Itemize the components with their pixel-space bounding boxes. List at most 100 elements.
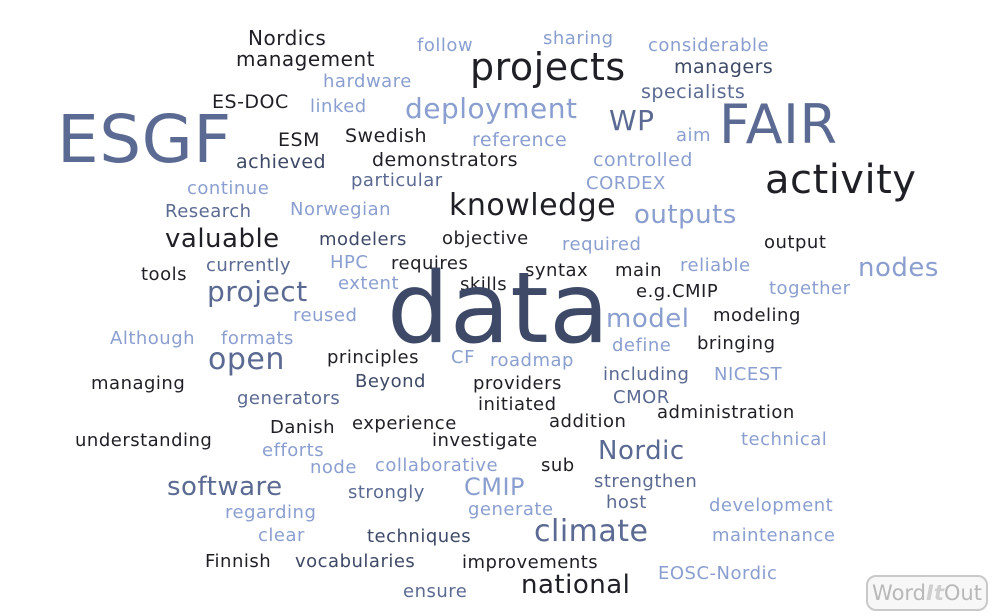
cloud-word: ESM xyxy=(278,129,320,151)
cloud-word: main xyxy=(615,260,662,281)
cloud-word: requires xyxy=(391,253,469,274)
cloud-word: technical xyxy=(741,429,828,450)
cloud-word: modeling xyxy=(713,305,801,326)
cloud-word: NICEST xyxy=(714,364,783,385)
cloud-word: reliable xyxy=(680,255,751,276)
cloud-word: considerable xyxy=(648,35,770,56)
cloud-word: CMOR xyxy=(613,387,670,408)
cloud-word: vocabularies xyxy=(295,551,416,572)
cloud-word: CMIP xyxy=(464,473,526,501)
cloud-word: management xyxy=(236,47,375,71)
cloud-word: collaborative xyxy=(375,455,499,476)
cloud-word: activity xyxy=(765,157,917,203)
cloud-word: demonstrators xyxy=(372,149,519,171)
cloud-word: syntax xyxy=(525,260,589,281)
cloud-word: strengthen xyxy=(594,471,698,492)
cloud-word: tools xyxy=(141,264,187,285)
cloud-word: required xyxy=(562,234,642,255)
cloud-word: Nordic xyxy=(598,436,685,466)
cloud-word: Danish xyxy=(270,417,336,438)
cloud-word: managers xyxy=(674,56,774,78)
logo-out: Out xyxy=(943,581,982,605)
logo-word: Word xyxy=(872,581,927,605)
cloud-word: Finnish xyxy=(205,551,272,572)
cloud-word: including xyxy=(603,364,690,385)
cloud-word: EOSC-Nordic xyxy=(658,563,778,584)
cloud-word: CORDEX xyxy=(586,173,666,194)
cloud-word: experience xyxy=(352,413,457,434)
cloud-word: continue xyxy=(187,178,270,199)
cloud-word: sharing xyxy=(543,28,614,49)
cloud-word: Swedish xyxy=(345,125,428,147)
cloud-word: together xyxy=(769,278,851,299)
cloud-word: knowledge xyxy=(449,188,617,223)
cloud-word: Norwegian xyxy=(290,199,392,220)
cloud-word: ESGF xyxy=(57,101,232,178)
cloud-word: bringing xyxy=(697,333,776,354)
cloud-word: Research xyxy=(165,201,252,222)
cloud-word: understanding xyxy=(75,430,213,451)
cloud-word: deployment xyxy=(405,92,578,125)
cloud-word: outputs xyxy=(634,200,737,230)
cloud-word: e.g.CMIP xyxy=(636,281,719,302)
cloud-word: sub xyxy=(541,455,575,476)
cloud-word: model xyxy=(606,304,690,334)
cloud-word: reference xyxy=(472,129,568,151)
cloud-word: objective xyxy=(442,228,529,249)
cloud-word: addition xyxy=(549,411,627,432)
cloud-word: ensure xyxy=(403,581,468,602)
cloud-word: reused xyxy=(293,305,358,326)
cloud-word: generate xyxy=(468,499,554,520)
cloud-word: managing xyxy=(91,373,186,394)
cloud-word: controlled xyxy=(593,149,693,171)
cloud-word: nodes xyxy=(858,253,939,283)
cloud-word: extent xyxy=(338,273,400,294)
cloud-word: data xyxy=(387,252,610,366)
cloud-word: maintenance xyxy=(712,525,836,546)
cloud-word: modelers xyxy=(319,229,407,250)
cloud-word: aim xyxy=(676,125,712,146)
cloud-word: define xyxy=(612,335,672,356)
cloud-word: node xyxy=(310,457,357,478)
cloud-word: national xyxy=(521,570,631,600)
cloud-word: open xyxy=(208,342,285,377)
cloud-word: valuable xyxy=(165,224,280,254)
cloud-word: host xyxy=(606,492,647,513)
cloud-word: ES-DOC xyxy=(212,91,289,113)
cloud-word: administration xyxy=(657,402,795,423)
cloud-word: follow xyxy=(417,35,474,56)
cloud-word: FAIR xyxy=(719,93,838,156)
cloud-word: hardware xyxy=(323,71,412,92)
cloud-word: specialists xyxy=(641,81,746,103)
cloud-word: development xyxy=(709,495,834,516)
cloud-word: principles xyxy=(327,347,420,368)
cloud-word: particular xyxy=(351,170,443,191)
cloud-word: Beyond xyxy=(355,371,426,392)
wordit-out-logo[interactable]: Word It Out xyxy=(866,575,988,611)
cloud-word: techniques xyxy=(367,526,472,547)
cloud-word: Nordics xyxy=(248,26,327,50)
cloud-word: CF xyxy=(451,347,475,368)
cloud-word: regarding xyxy=(225,502,317,523)
cloud-word: skills xyxy=(460,274,508,295)
cloud-word: Although xyxy=(110,328,196,349)
cloud-word: efforts xyxy=(262,440,325,461)
cloud-word: linked xyxy=(310,96,367,117)
cloud-word: investigate xyxy=(432,430,538,451)
cloud-word: climate xyxy=(534,514,649,549)
cloud-word: improvements xyxy=(462,552,599,573)
cloud-word: achieved xyxy=(236,151,327,173)
cloud-word: WP xyxy=(609,104,655,137)
cloud-word: software xyxy=(167,472,283,502)
cloud-word: HPC xyxy=(330,252,369,273)
cloud-word: clear xyxy=(258,525,305,546)
cloud-word: output xyxy=(764,232,827,253)
cloud-word: currently xyxy=(206,255,292,276)
cloud-word: formats xyxy=(221,328,294,349)
cloud-word: strongly xyxy=(348,482,425,503)
cloud-word: generators xyxy=(237,388,341,409)
cloud-word: project xyxy=(207,275,308,308)
cloud-word: roadmap xyxy=(490,350,574,371)
cloud-word: initiated xyxy=(478,394,557,415)
